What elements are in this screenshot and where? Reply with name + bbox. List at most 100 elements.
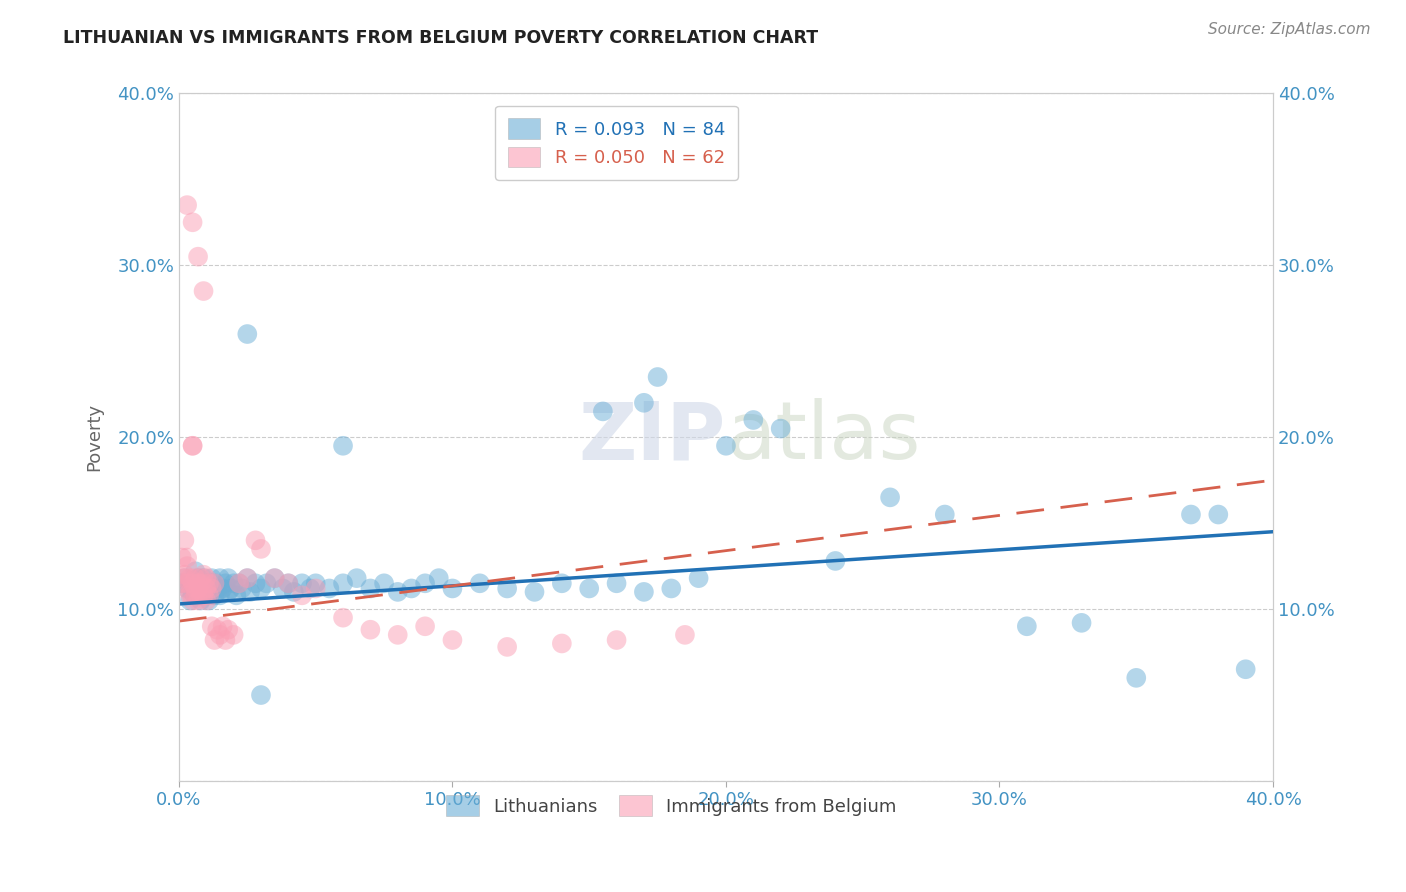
Point — [208, 571, 231, 585]
Point — [441, 582, 464, 596]
Text: ZIP: ZIP — [579, 398, 725, 476]
Y-axis label: Poverty: Poverty — [86, 403, 103, 471]
Point — [173, 571, 195, 585]
Point — [181, 576, 204, 591]
Point — [205, 582, 228, 596]
Point — [1015, 619, 1038, 633]
Point — [318, 582, 340, 596]
Point — [346, 571, 368, 585]
Point — [551, 576, 574, 591]
Point — [170, 576, 193, 591]
Point — [187, 571, 209, 585]
Point — [228, 576, 250, 591]
Point — [204, 576, 226, 591]
Point — [208, 588, 231, 602]
Point — [217, 585, 239, 599]
Point — [277, 576, 299, 591]
Point — [193, 585, 215, 599]
Point — [551, 636, 574, 650]
Point — [173, 571, 195, 585]
Point — [291, 576, 314, 591]
Point — [305, 576, 328, 591]
Point — [173, 533, 195, 548]
Point — [187, 582, 209, 596]
Point — [769, 421, 792, 435]
Point — [742, 413, 765, 427]
Point — [496, 582, 519, 596]
Point — [1208, 508, 1230, 522]
Point — [250, 688, 273, 702]
Point — [190, 593, 212, 607]
Point — [205, 585, 228, 599]
Point — [179, 593, 201, 607]
Point — [299, 582, 322, 596]
Point — [401, 582, 423, 596]
Point — [184, 571, 207, 585]
Point — [236, 571, 259, 585]
Point — [198, 593, 221, 607]
Point — [332, 610, 354, 624]
Point — [879, 491, 901, 505]
Point — [179, 571, 201, 585]
Legend: Lithuanians, Immigrants from Belgium: Lithuanians, Immigrants from Belgium — [439, 789, 904, 823]
Point — [592, 404, 614, 418]
Point — [181, 593, 204, 607]
Point — [427, 571, 450, 585]
Point — [359, 582, 381, 596]
Point — [201, 582, 224, 596]
Point — [332, 439, 354, 453]
Point — [239, 585, 262, 599]
Point — [468, 576, 491, 591]
Point — [606, 633, 628, 648]
Point — [271, 582, 294, 596]
Point — [222, 628, 245, 642]
Point — [263, 571, 285, 585]
Point — [187, 576, 209, 591]
Point — [198, 588, 221, 602]
Point — [688, 571, 710, 585]
Point — [217, 623, 239, 637]
Point — [181, 215, 204, 229]
Point — [217, 571, 239, 585]
Point — [201, 619, 224, 633]
Point — [190, 571, 212, 585]
Point — [195, 582, 218, 596]
Point — [222, 576, 245, 591]
Point — [205, 623, 228, 637]
Point — [181, 439, 204, 453]
Point — [204, 633, 226, 648]
Point — [291, 588, 314, 602]
Text: Source: ZipAtlas.com: Source: ZipAtlas.com — [1208, 22, 1371, 37]
Point — [195, 582, 218, 596]
Point — [228, 576, 250, 591]
Point — [195, 588, 218, 602]
Point — [659, 582, 682, 596]
Point — [190, 576, 212, 591]
Point — [187, 250, 209, 264]
Point — [214, 633, 236, 648]
Point — [633, 585, 655, 599]
Point — [170, 576, 193, 591]
Point — [441, 633, 464, 648]
Point — [193, 588, 215, 602]
Point — [176, 198, 198, 212]
Point — [176, 550, 198, 565]
Text: LITHUANIAN VS IMMIGRANTS FROM BELGIUM POVERTY CORRELATION CHART: LITHUANIAN VS IMMIGRANTS FROM BELGIUM PO… — [63, 29, 818, 46]
Point — [1125, 671, 1147, 685]
Point — [824, 554, 846, 568]
Point — [413, 576, 436, 591]
Point — [211, 582, 233, 596]
Point — [201, 582, 224, 596]
Point — [170, 550, 193, 565]
Point — [359, 623, 381, 637]
Point — [187, 593, 209, 607]
Point — [277, 576, 299, 591]
Point — [250, 541, 273, 556]
Point — [387, 585, 409, 599]
Point — [176, 576, 198, 591]
Point — [187, 582, 209, 596]
Point — [173, 567, 195, 582]
Point — [1180, 508, 1202, 522]
Point — [195, 593, 218, 607]
Point — [184, 588, 207, 602]
